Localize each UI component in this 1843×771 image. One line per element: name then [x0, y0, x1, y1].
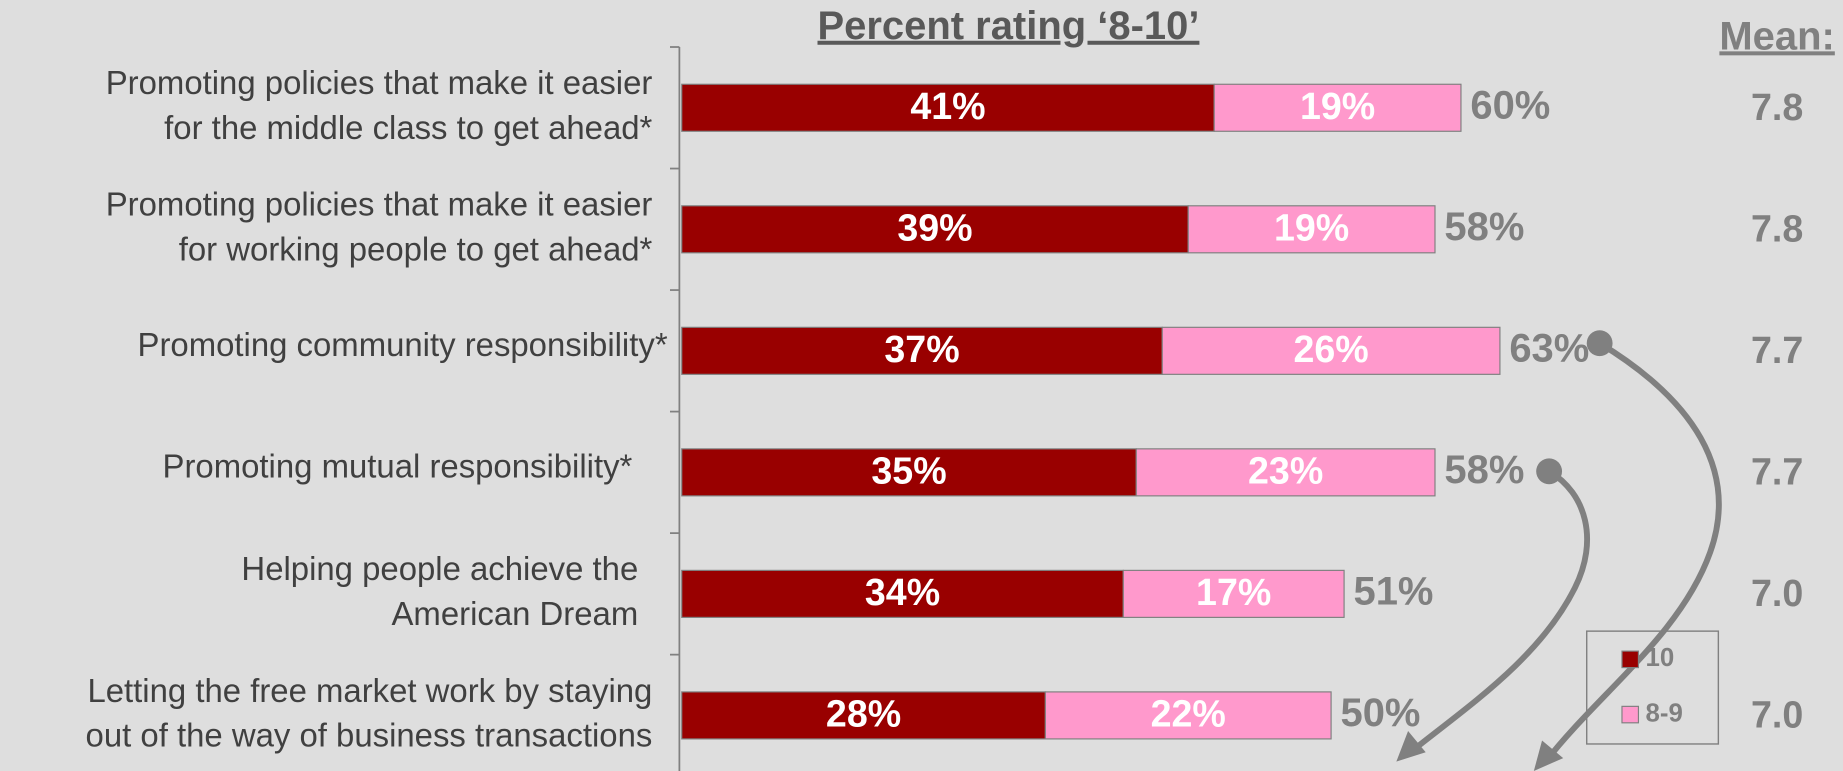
category-label: Promoting mutual responsibility*: [163, 448, 633, 485]
arrows: [1408, 340, 1722, 764]
bar-segment: [681, 448, 1137, 497]
bar-segment: [1187, 205, 1436, 254]
category-label: for the middle class to get ahead*: [164, 109, 652, 146]
bar-segment: [681, 569, 1124, 618]
total-label: 63%: [1509, 326, 1589, 370]
bar-segment: [1213, 83, 1462, 132]
legend-label: 8-9: [1645, 699, 1682, 727]
value-label: 34%: [865, 571, 940, 613]
arrow-head: [1396, 731, 1426, 762]
mean-value: 7.8: [1751, 208, 1803, 250]
total-label: 58%: [1444, 448, 1524, 492]
bar-segment: [1161, 326, 1501, 375]
total-label: 51%: [1353, 569, 1433, 613]
total-label: 58%: [1444, 205, 1524, 249]
value-label: 37%: [884, 328, 959, 370]
category-label: Promoting policies that make it easier: [106, 64, 653, 101]
total-label: 50%: [1340, 691, 1420, 735]
category-label: Letting the free market work by staying: [87, 672, 652, 709]
bar-segment: [1044, 691, 1332, 740]
category-label: Promoting community responsibility*: [138, 326, 668, 363]
value-label: 39%: [897, 206, 972, 248]
mean-value: 7.7: [1751, 329, 1803, 371]
mean-title: Mean:: [1719, 14, 1834, 58]
value-label: 28%: [826, 693, 901, 735]
mean-value: 7.7: [1751, 451, 1803, 493]
arrow-dot: [1586, 330, 1613, 357]
arrow: [1408, 468, 1590, 755]
value-label: 26%: [1293, 328, 1368, 370]
legend-box: [1586, 630, 1720, 745]
category-label: American Dream: [392, 595, 639, 632]
category-label: for working people to get ahead*: [179, 230, 653, 267]
total-label: 60%: [1470, 83, 1550, 127]
chart-title: Percent rating ‘8-10’: [818, 4, 1200, 48]
bar-segment: [681, 691, 1046, 740]
value-label: 22%: [1151, 693, 1226, 735]
legend-label: 10: [1645, 644, 1674, 672]
value-label: 19%: [1300, 85, 1375, 127]
value-label: 19%: [1274, 206, 1349, 248]
value-label: 23%: [1248, 449, 1323, 491]
category-label: Helping people achieve the: [241, 550, 638, 587]
bar-segment: [1122, 569, 1345, 618]
arrow-dot: [1536, 458, 1563, 485]
legend-swatch: [1621, 705, 1640, 724]
legend-swatch: [1621, 650, 1640, 669]
arrow-head: [1533, 740, 1564, 771]
bar-segment: [681, 83, 1215, 132]
arrow-ends: [1396, 330, 1613, 771]
bar-segment: [681, 205, 1189, 254]
value-label: 17%: [1196, 571, 1271, 613]
category-label: Promoting policies that make it easier: [106, 186, 653, 223]
bar-segment: [1135, 448, 1436, 497]
mean-value: 7.8: [1751, 86, 1803, 128]
category-label: out of the way of business transactions: [86, 716, 653, 753]
value-label: 35%: [871, 449, 946, 491]
value-label: 41%: [910, 85, 985, 127]
bar-segment: [681, 326, 1163, 375]
arrow: [1543, 340, 1722, 764]
mean-value: 7.0: [1751, 694, 1803, 736]
mean-value: 7.0: [1751, 572, 1803, 614]
